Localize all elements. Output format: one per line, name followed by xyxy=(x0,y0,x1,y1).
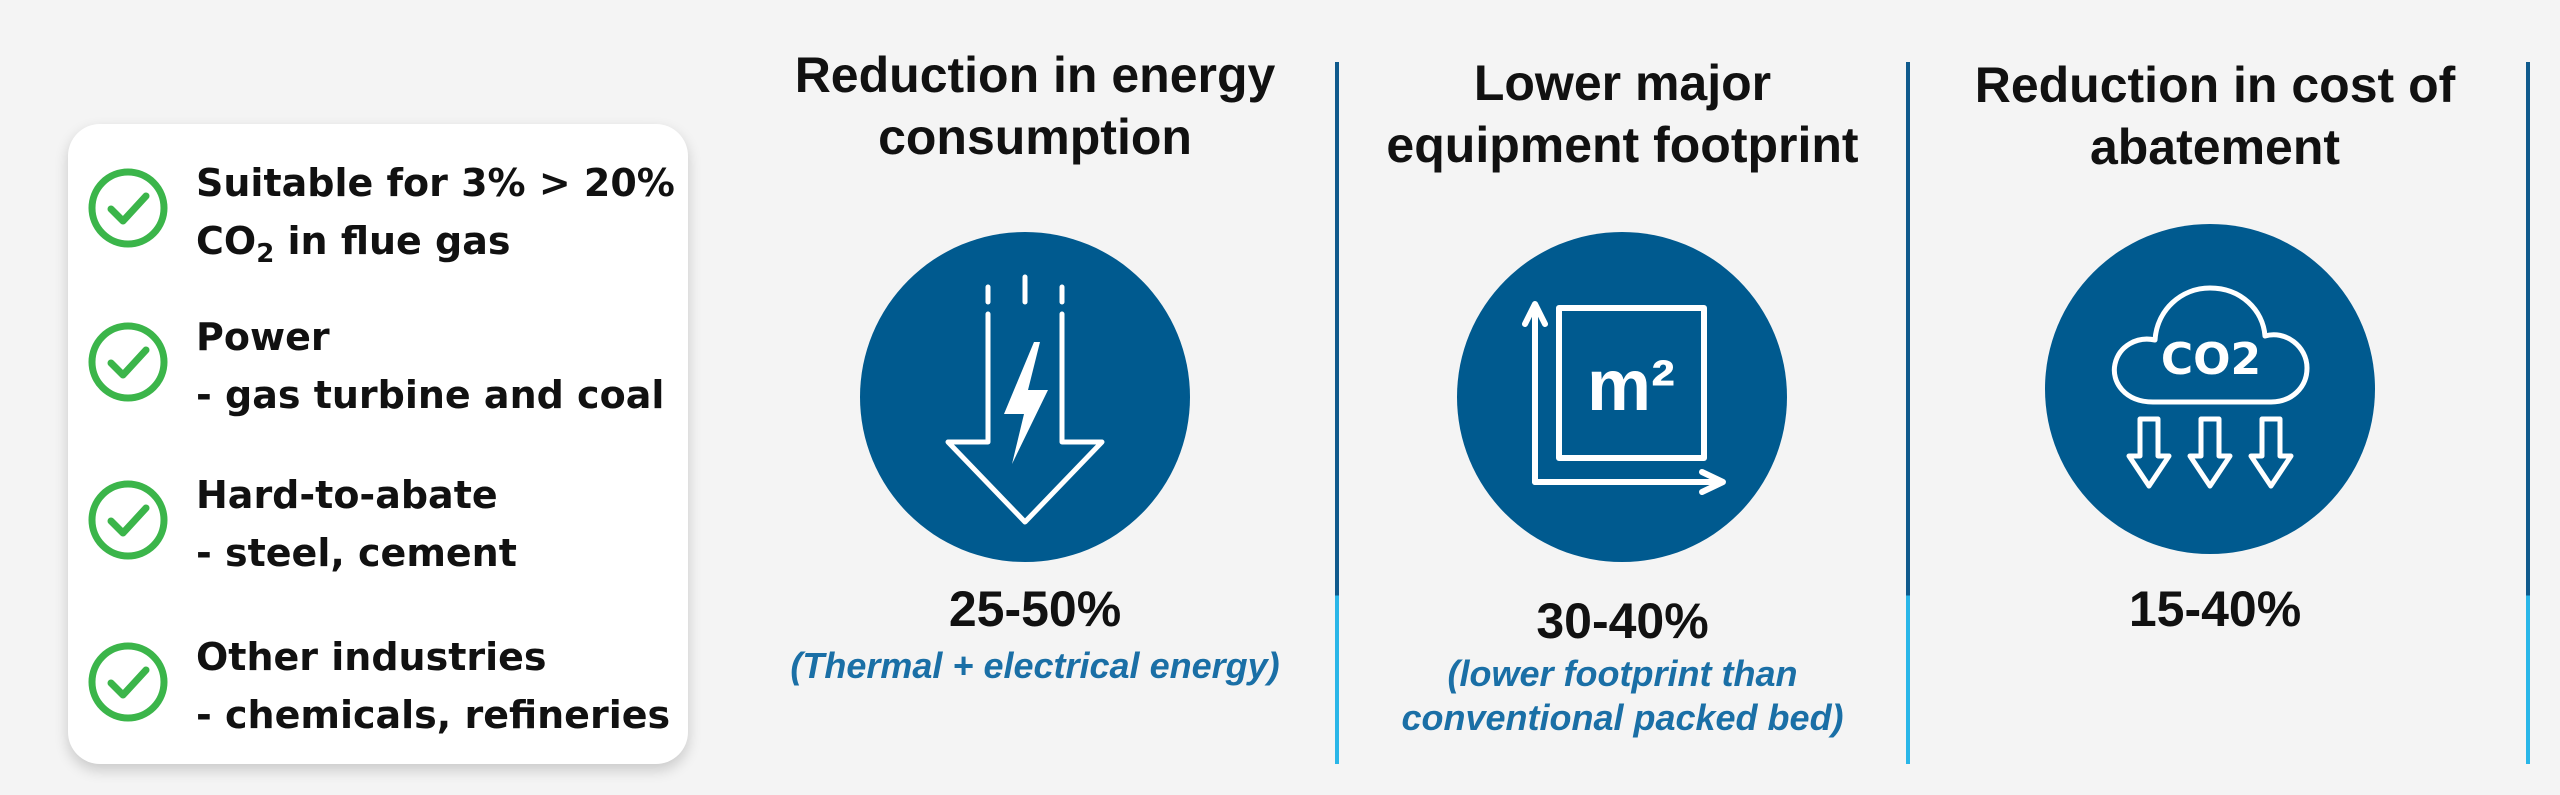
benefit-title-line: abatement xyxy=(2089,119,2341,175)
benefit-note: (lower footprint than conventional packe… xyxy=(1345,652,1900,740)
feature-title: Suitable for 3% > 20% xyxy=(196,161,675,205)
check-circle-icon xyxy=(88,480,168,560)
feature-item: Suitable for 3% > 20% CO2 in flue gas xyxy=(68,154,688,274)
feature-detail: - gas turbine and coal xyxy=(196,373,665,417)
benefit-value: 25-50% xyxy=(948,581,1122,637)
benefit-icon-circle xyxy=(860,232,1190,562)
check-circle-icon xyxy=(88,642,168,722)
benefit-icon-circle: CO2 xyxy=(2045,224,2375,554)
benefit-energy: Reduction in energy consumption 25-50% (… xyxy=(760,40,1310,780)
feature-detail: - chemicals, refineries xyxy=(196,693,671,737)
co2-cloud-icon-label: CO2 xyxy=(2161,334,2261,385)
benefit-note-line: (lower footprint than xyxy=(1447,653,1798,694)
feature-detail: CO2 in flue gas xyxy=(196,212,675,283)
benefit-note: (Thermal + electrical energy) xyxy=(790,645,1280,686)
co2-cloud-icon: CO2 xyxy=(2111,285,2310,489)
feature-detail-post: in flue gas xyxy=(274,219,511,263)
column-divider xyxy=(1335,62,1339,764)
column-divider xyxy=(2526,62,2530,764)
benefit-title-line: consumption xyxy=(878,109,1192,165)
benefit-title: Reduction in cost of abatement xyxy=(1920,54,2510,178)
benefit-note-line: conventional packed bed) xyxy=(1401,697,1844,738)
benefit-value: 15-40% xyxy=(2128,581,2302,637)
feature-text: Other industries - chemicals, refineries xyxy=(196,628,670,744)
feature-item: Power - gas turbine and coal xyxy=(68,308,688,428)
energy-down-arrow-icon xyxy=(945,274,1105,525)
check-circle-icon xyxy=(88,168,168,248)
feature-detail: - steel, cement xyxy=(196,531,517,575)
benefit-title-line: Lower major xyxy=(1473,55,1772,111)
square-meter-icon: m² xyxy=(1522,301,1726,495)
benefit-title-line: Reduction in energy xyxy=(794,47,1276,103)
feature-detail-subscript: 2 xyxy=(256,239,275,269)
feature-text: Suitable for 3% > 20% CO2 in flue gas xyxy=(196,154,675,283)
benefit-title: Reduction in energy consumption xyxy=(760,44,1310,168)
applications-card: Suitable for 3% > 20% CO2 in flue gas Po… xyxy=(68,124,688,764)
feature-item: Other industries - chemicals, refineries xyxy=(68,628,688,748)
feature-title: Other industries xyxy=(196,635,547,679)
benefit-footprint: Lower major equipment footprint m² 30-40… xyxy=(1345,40,1900,780)
benefit-icon-circle: m² xyxy=(1457,232,1787,562)
benefit-title: Lower major equipment footprint xyxy=(1345,52,1900,176)
benefit-title-line: equipment footprint xyxy=(1386,117,1859,173)
benefit-title-line: Reduction in cost of xyxy=(1974,57,2456,113)
column-divider xyxy=(1906,62,1910,764)
feature-text: Power - gas turbine and coal xyxy=(196,308,664,424)
feature-item: Hard-to-abate - steel, cement xyxy=(68,466,688,586)
benefit-cost: Reduction in cost of abatement CO2 15-40… xyxy=(1920,40,2510,780)
feature-detail-pre: CO xyxy=(196,219,257,263)
square-meter-icon-label: m² xyxy=(1587,346,1675,426)
check-circle-icon xyxy=(88,322,168,402)
benefit-value: 30-40% xyxy=(1536,593,1709,649)
feature-text: Hard-to-abate - steel, cement xyxy=(196,466,517,582)
feature-title: Power xyxy=(196,315,330,359)
feature-title: Hard-to-abate xyxy=(196,473,498,517)
